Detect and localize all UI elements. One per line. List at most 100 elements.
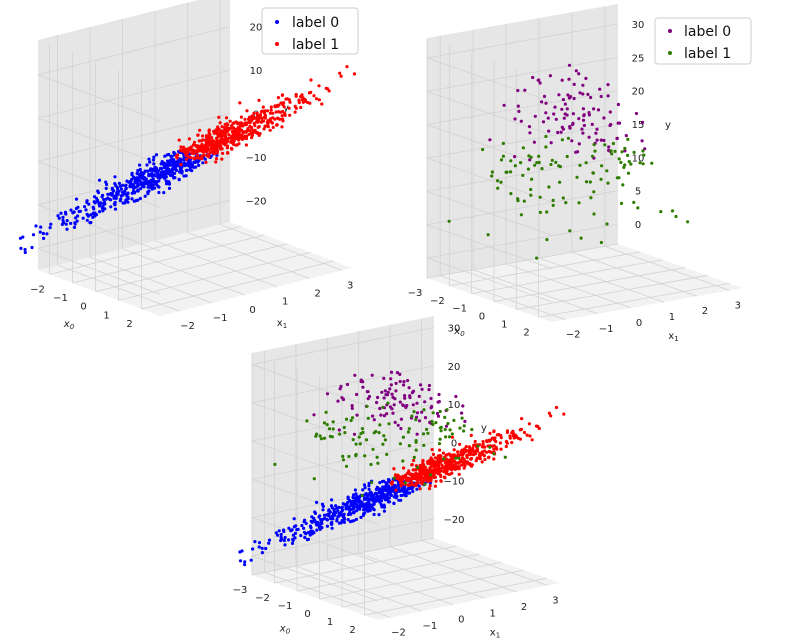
scatter-point <box>596 108 601 112</box>
scatter-point <box>138 163 142 167</box>
scatter-point <box>562 412 566 416</box>
scatter-point <box>438 453 442 458</box>
scatter-point <box>220 157 224 161</box>
scatter-point <box>549 414 553 418</box>
scatter-point <box>162 176 167 180</box>
scatter-point <box>274 531 278 535</box>
scatter-point <box>458 426 462 430</box>
scatter-point <box>364 492 368 496</box>
scatter-point <box>63 210 68 214</box>
scatter-point <box>406 477 410 481</box>
scatter-point <box>257 541 262 545</box>
x-tick-label: 2 <box>126 319 132 330</box>
scatter-point <box>366 390 370 394</box>
scatter-point <box>488 445 492 449</box>
scatter-point <box>364 438 369 442</box>
scatter-point <box>327 427 332 431</box>
scatter-point <box>282 105 286 109</box>
scatter-point <box>297 100 301 105</box>
scatter-point <box>478 451 482 456</box>
scatter-point <box>349 503 353 507</box>
x-axis-label: x0 <box>279 624 291 636</box>
scatter-point <box>481 147 485 152</box>
scatter-point <box>331 420 335 424</box>
scatter-point <box>365 503 369 507</box>
x-tick-label: −2 <box>255 593 270 604</box>
scatter-point <box>253 116 257 120</box>
scatter-point <box>339 384 343 389</box>
z-axis-label: y <box>665 120 671 131</box>
scatter-point <box>429 465 433 469</box>
scatter-point <box>462 466 466 470</box>
y-tick-label: 3 <box>735 300 741 311</box>
scatter-point <box>632 200 636 204</box>
scatter-point <box>241 137 245 141</box>
scatter-point <box>521 146 526 150</box>
scatter-point <box>406 430 410 434</box>
scatter-point <box>401 459 405 463</box>
scatter-point <box>412 483 416 487</box>
scatter-point <box>387 496 391 500</box>
scatter-point <box>641 149 645 153</box>
scatter-point <box>271 111 275 115</box>
scatter-point <box>381 442 385 446</box>
scatter-point <box>538 81 542 85</box>
scatter-point <box>198 128 202 132</box>
scatter-point <box>346 512 350 517</box>
scatter-point <box>640 139 644 143</box>
scatter-point <box>443 415 447 419</box>
scatter-point <box>378 481 382 485</box>
scatter-point <box>73 221 77 225</box>
scatter-point <box>277 529 281 533</box>
scatter-point <box>159 162 163 166</box>
scatter-point <box>564 201 568 205</box>
scatter-point <box>214 143 218 147</box>
scatter-point <box>367 481 371 485</box>
scatter-point <box>560 138 565 142</box>
scatter-point <box>300 523 304 528</box>
scatter-point <box>388 387 392 391</box>
scatter-point <box>399 484 403 488</box>
scatter-point <box>385 452 389 456</box>
scatter-point <box>74 206 78 211</box>
scatter-point <box>352 72 357 76</box>
scatter-point <box>276 104 280 108</box>
scatter-point <box>304 521 308 526</box>
scatter-point <box>359 379 363 384</box>
scatter-point <box>398 442 402 446</box>
scatter-point <box>221 151 225 155</box>
scatter-point <box>355 392 359 397</box>
scatter-point <box>547 411 552 415</box>
scatter-point <box>402 466 406 470</box>
scatter-point <box>257 124 261 129</box>
scatter-point <box>619 160 623 164</box>
scatter-point <box>449 465 453 469</box>
scatter-point <box>490 170 494 174</box>
scatter-point <box>432 473 436 478</box>
y-tick-label: 2 <box>315 289 321 300</box>
scatter-point <box>457 472 461 476</box>
scatter-point <box>615 136 619 141</box>
scatter-point <box>572 82 576 86</box>
scatter-point <box>557 93 561 97</box>
scatter-point <box>609 122 613 127</box>
scatter-point <box>457 467 461 471</box>
scatter-point <box>220 132 225 136</box>
z-tick-label: −20 <box>443 515 464 526</box>
scatter-point <box>184 163 188 167</box>
scatter-point <box>129 179 133 183</box>
z-tick-label: −20 <box>245 196 266 207</box>
scatter-point <box>147 157 151 161</box>
scatter-point <box>453 467 458 471</box>
scatter-point <box>279 538 283 543</box>
scatter-point <box>434 421 438 425</box>
scatter-point <box>258 113 263 117</box>
scatter-point <box>370 480 374 484</box>
z-tick-label: 10 <box>448 400 461 411</box>
scatter-point <box>98 210 102 214</box>
scatter-point <box>261 105 265 109</box>
scatter-point <box>363 454 367 458</box>
scatter-point <box>156 169 160 173</box>
scatter-point <box>157 179 161 183</box>
scatter-point <box>540 167 544 171</box>
